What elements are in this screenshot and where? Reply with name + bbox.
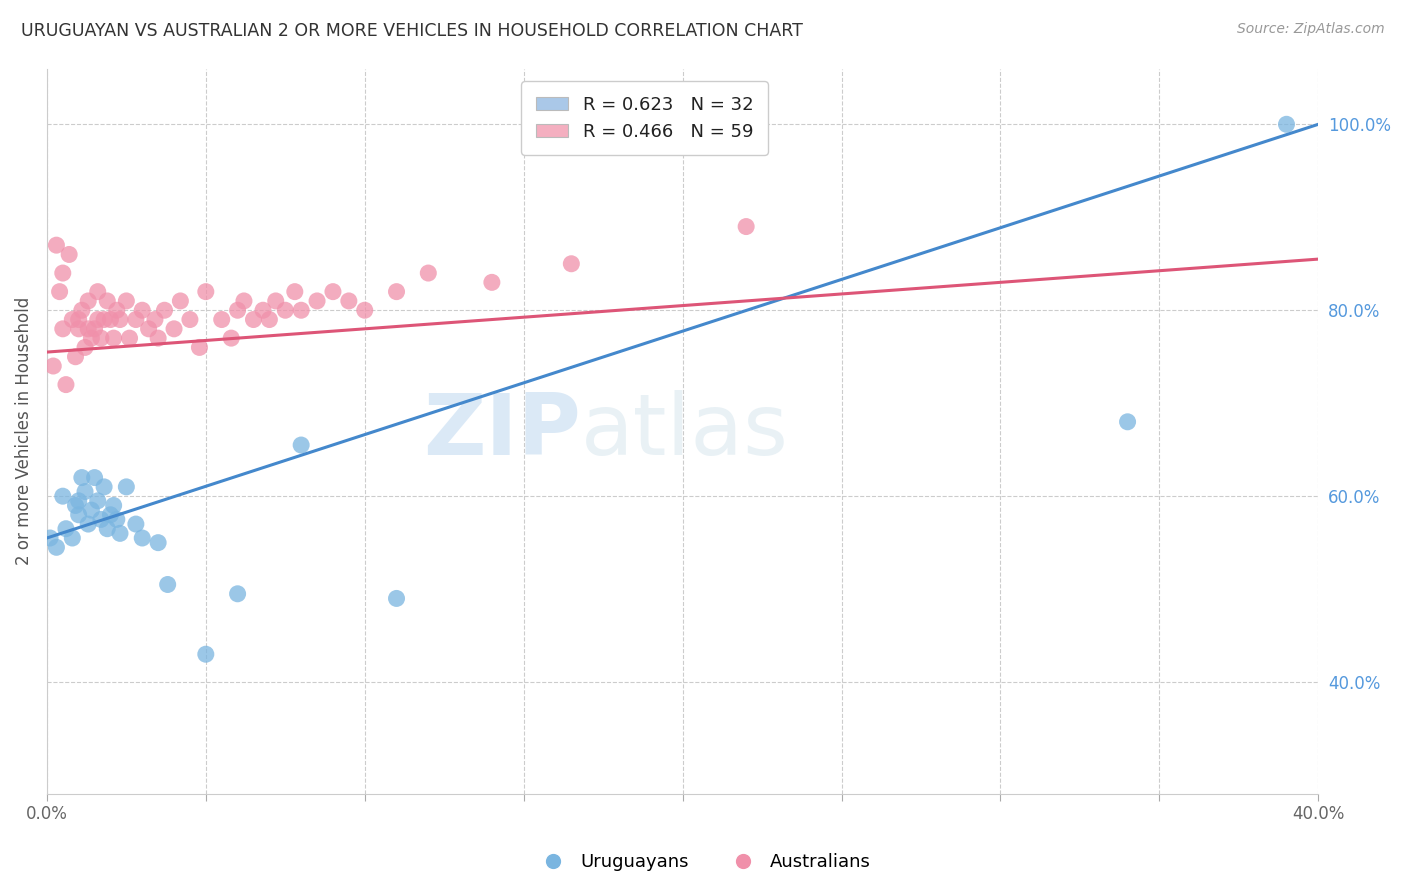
Point	[125, 312, 148, 326]
Point	[73, 340, 96, 354]
Point	[65, 350, 87, 364]
Point	[226, 303, 249, 318]
Point	[385, 591, 408, 606]
Legend: R = 0.623   N = 32, R = 0.466   N = 59: R = 0.623 N = 32, R = 0.466 N = 59	[522, 81, 768, 155]
Point	[105, 303, 128, 318]
Point	[67, 508, 90, 522]
Point	[290, 438, 312, 452]
Point	[353, 303, 375, 318]
Point	[156, 577, 179, 591]
Legend: Uruguayans, Australians: Uruguayans, Australians	[527, 847, 879, 879]
Point	[87, 312, 110, 326]
Text: atlas: atlas	[581, 390, 789, 473]
Point	[274, 303, 297, 318]
Point	[188, 340, 211, 354]
Point	[96, 293, 118, 308]
Text: Source: ZipAtlas.com: Source: ZipAtlas.com	[1237, 22, 1385, 37]
Point	[70, 470, 93, 484]
Point	[242, 312, 264, 326]
Point	[83, 322, 105, 336]
Point	[103, 499, 125, 513]
Point	[52, 322, 75, 336]
Point	[42, 359, 65, 373]
Point	[65, 499, 87, 513]
Point	[252, 303, 274, 318]
Point	[96, 522, 118, 536]
Point	[39, 531, 62, 545]
Point	[418, 266, 440, 280]
Point	[143, 312, 166, 326]
Point	[131, 303, 153, 318]
Point	[233, 293, 256, 308]
Point	[307, 293, 329, 308]
Point	[90, 512, 112, 526]
Point	[58, 247, 80, 261]
Point	[93, 480, 115, 494]
Point	[77, 517, 100, 532]
Point	[322, 285, 344, 299]
Point	[67, 312, 90, 326]
Point	[100, 312, 122, 326]
Point	[735, 219, 758, 234]
Point	[67, 322, 90, 336]
Point	[153, 303, 176, 318]
Point	[284, 285, 307, 299]
Point	[146, 535, 169, 549]
Point	[481, 276, 503, 290]
Point	[73, 484, 96, 499]
Point	[48, 285, 70, 299]
Point	[385, 285, 408, 299]
Point	[337, 293, 360, 308]
Point	[259, 312, 281, 326]
Point	[55, 377, 77, 392]
Point	[115, 293, 138, 308]
Point	[108, 312, 131, 326]
Point	[194, 285, 217, 299]
Text: ZIP: ZIP	[423, 390, 581, 473]
Point	[118, 331, 141, 345]
Point	[100, 508, 122, 522]
Point	[146, 331, 169, 345]
Point	[55, 522, 77, 536]
Point	[560, 257, 582, 271]
Text: URUGUAYAN VS AUSTRALIAN 2 OR MORE VEHICLES IN HOUSEHOLD CORRELATION CHART: URUGUAYAN VS AUSTRALIAN 2 OR MORE VEHICL…	[21, 22, 803, 40]
Point	[131, 531, 153, 545]
Point	[138, 322, 160, 336]
Point	[163, 322, 186, 336]
Point	[83, 470, 105, 484]
Point	[226, 587, 249, 601]
Point	[105, 512, 128, 526]
Point	[70, 303, 93, 318]
Point	[169, 293, 191, 308]
Point	[90, 331, 112, 345]
Point	[93, 312, 115, 326]
Point	[264, 293, 287, 308]
Point	[290, 303, 312, 318]
Point	[1275, 117, 1298, 131]
Point	[67, 493, 90, 508]
Point	[219, 331, 242, 345]
Point	[60, 312, 83, 326]
Y-axis label: 2 or more Vehicles in Household: 2 or more Vehicles in Household	[15, 297, 32, 566]
Point	[80, 331, 103, 345]
Point	[60, 531, 83, 545]
Point	[45, 238, 67, 252]
Point	[52, 266, 75, 280]
Point	[211, 312, 233, 326]
Point	[87, 493, 110, 508]
Point	[45, 541, 67, 555]
Point	[77, 322, 100, 336]
Point	[80, 503, 103, 517]
Point	[194, 647, 217, 661]
Point	[1116, 415, 1139, 429]
Point	[108, 526, 131, 541]
Point	[77, 293, 100, 308]
Point	[103, 331, 125, 345]
Point	[115, 480, 138, 494]
Point	[52, 489, 75, 503]
Point	[125, 517, 148, 532]
Point	[87, 285, 110, 299]
Point	[179, 312, 201, 326]
